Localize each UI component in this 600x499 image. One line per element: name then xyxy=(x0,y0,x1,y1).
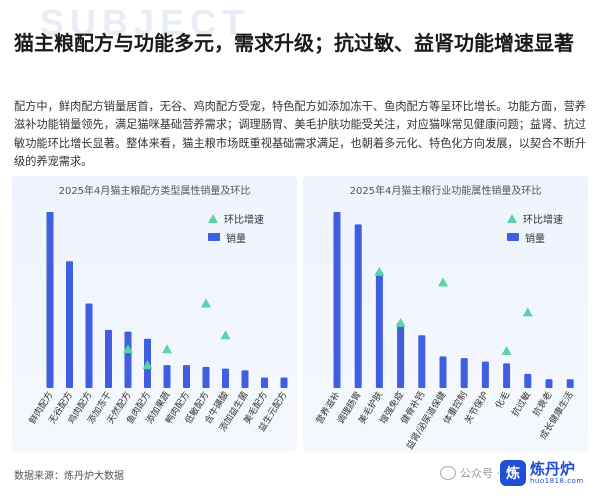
sales-bar xyxy=(66,261,73,388)
legend-sales: 销量 xyxy=(525,233,545,245)
brand-logo: 炼 炼丹炉 huo1818.com xyxy=(500,460,584,486)
sales-bar xyxy=(503,363,511,388)
triangle-marker-icon xyxy=(208,213,218,223)
wechat-icon xyxy=(440,466,456,480)
chart-panel-function: 2025年4月猫主粮行业功能属性销量及环比 环比增速 销量 营养滋补 调理肠胃 美毛… xyxy=(303,176,588,452)
sales-bar xyxy=(375,271,383,388)
sales-bar xyxy=(124,331,132,388)
sales-bar xyxy=(202,366,210,388)
growth-marker xyxy=(395,317,406,327)
category-label: 抗过敏 xyxy=(509,389,533,418)
sales-bar xyxy=(481,361,489,388)
growth-marker xyxy=(201,298,211,308)
sales-bar xyxy=(460,358,468,388)
page-title: 猫主粮配方与功能多元，需求升级；抗过敏、益肾功能增速显著 xyxy=(14,31,574,55)
sales-bar xyxy=(280,377,288,388)
brand-url: huo1818.com xyxy=(530,477,584,485)
growth-marker xyxy=(142,360,153,370)
sales-bar xyxy=(46,212,54,388)
sales-bar xyxy=(261,377,268,388)
chart-panel-formula: 2025年4月猫主粮配方类型属性销量及环比 环比增速 销量 鲜肉配方 无谷配方 鸡肉… xyxy=(12,176,297,452)
growth-marker xyxy=(374,266,385,276)
formula-bar-chart: 鲜肉配方无谷配方鸡肉配方添加冻干天然配方鱼肉配方添加果蔬鸭肉配方低敏配方含牛磺酸… xyxy=(26,212,290,434)
chart-title: 2025年4月猫主粮行业功能属性销量及环比 xyxy=(349,186,542,197)
sales-bar xyxy=(566,379,574,388)
wechat-label: 公众号 · xyxy=(460,467,500,480)
chart-title: 2025年4月猫主粮配方类型属性销量及环比 xyxy=(58,186,251,197)
category-label: 化毛 xyxy=(492,389,512,411)
sales-bar xyxy=(439,356,447,388)
category-label: 抗衰老 xyxy=(530,389,554,418)
brand-name: 炼丹炉 xyxy=(530,460,576,478)
growth-marker xyxy=(220,330,231,340)
sales-bar xyxy=(105,329,112,388)
brand-logo-mark: 炼 xyxy=(500,460,526,486)
legend-growth: 环比增速 xyxy=(224,214,264,226)
summary-paragraph: 配方中，鲜肉配方销量居首，无谷、鸡肉配方受宠，特色配方如添加冻干、鱼肉配方等呈环… xyxy=(14,100,586,169)
sales-bar xyxy=(163,365,171,388)
sales-bar xyxy=(222,368,229,388)
chart-legend: 环比增速 销量 xyxy=(507,210,563,248)
wechat-tag: 公众号 · xyxy=(440,465,500,481)
sales-bar xyxy=(418,335,426,388)
growth-marker xyxy=(162,344,172,354)
sales-bar xyxy=(397,322,405,388)
sales-bar xyxy=(333,212,341,388)
bar-swatch-icon xyxy=(507,233,519,241)
sales-bar xyxy=(183,365,190,388)
growth-marker xyxy=(123,344,133,354)
chart-legend: 环比增速 销量 xyxy=(208,210,264,248)
sales-bar xyxy=(241,370,249,388)
sales-bar xyxy=(354,224,362,388)
growth-marker xyxy=(522,307,533,317)
legend-growth: 环比增速 xyxy=(523,214,563,226)
sales-bar xyxy=(545,379,553,388)
sales-bar xyxy=(85,303,93,388)
growth-marker xyxy=(501,346,512,356)
data-source: 数据来源：炼丹炉大数据 xyxy=(14,471,124,482)
triangle-marker-icon xyxy=(507,213,517,223)
sales-bar xyxy=(524,373,532,388)
growth-marker xyxy=(438,277,448,287)
background-watermark: SUBJECT xyxy=(40,2,251,43)
bar-swatch-icon xyxy=(208,233,220,241)
legend-sales: 销量 xyxy=(226,233,246,245)
